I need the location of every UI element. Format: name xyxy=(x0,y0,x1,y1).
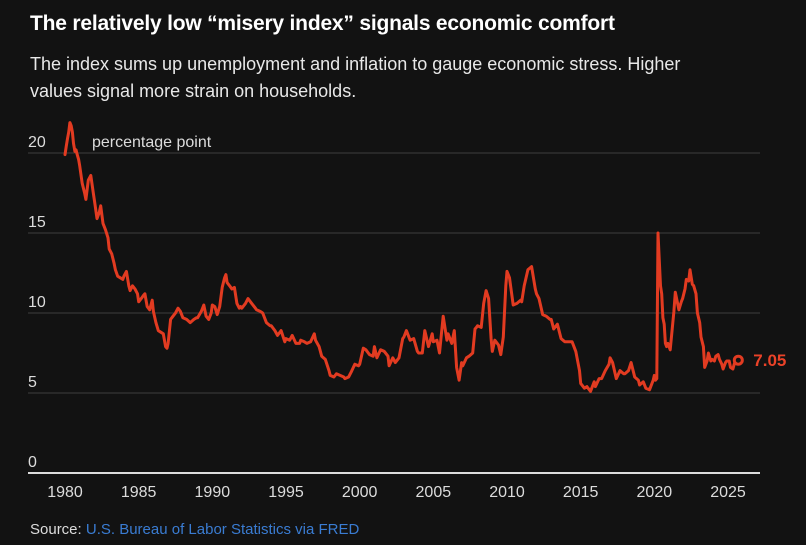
x-axis-label: 1985 xyxy=(121,484,157,501)
y-axis-label: 0 xyxy=(28,454,37,471)
x-axis-label: 1980 xyxy=(47,484,83,501)
y-axis-label: 20 xyxy=(28,134,46,151)
y-axis-label: 5 xyxy=(28,374,37,391)
source-line: Source: U.S. Bureau of Labor Statistics … xyxy=(30,521,359,538)
unit-label: percentage point xyxy=(92,134,212,151)
chart-title: The relatively low “misery index” signal… xyxy=(30,12,615,35)
y-axis-labels: 0 5 10 15 20 xyxy=(28,134,46,471)
chart-subtitle: The index sums up unemployment and infla… xyxy=(30,51,790,105)
misery-index-line xyxy=(63,121,740,393)
chart-subtitle-line-1: The index sums up unemployment and infla… xyxy=(30,54,681,74)
x-axis-label: 2015 xyxy=(563,484,599,501)
x-axis-label: 2000 xyxy=(342,484,378,501)
y-axis-label: 15 xyxy=(28,214,46,231)
end-value-label: 7.05 xyxy=(753,351,786,370)
end-point-marker xyxy=(732,354,744,366)
x-axis-label: 1990 xyxy=(195,484,231,501)
source-link[interactable]: U.S. Bureau of Labor Statistics via FRED xyxy=(85,521,360,538)
gridlines xyxy=(28,152,760,474)
x-axis-label: 2005 xyxy=(416,484,452,501)
x-axis-label: 2010 xyxy=(489,484,525,501)
x-axis-label: 2020 xyxy=(637,484,673,501)
x-axis-label: 2025 xyxy=(710,484,746,501)
x-axis-label: 1995 xyxy=(268,484,304,501)
source-prefix: Source: xyxy=(30,521,86,538)
x-axis-labels: 1980 1985 1990 1995 2000 2005 2010 2015 2020 2025 xyxy=(47,484,746,501)
y-axis-label: 10 xyxy=(28,294,46,311)
chart-subtitle-line-2: values signal more strain on households. xyxy=(30,81,357,101)
